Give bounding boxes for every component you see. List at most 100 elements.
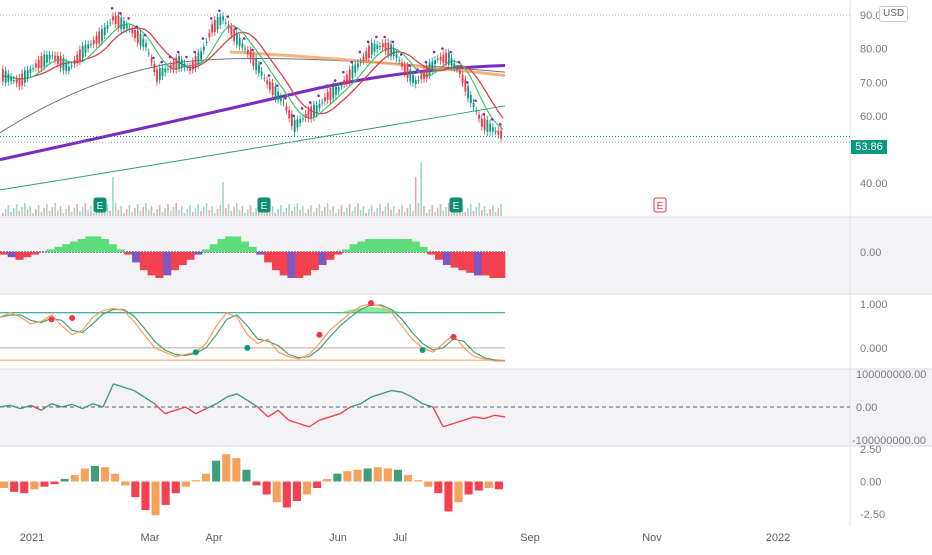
ma-long-line — [0, 105, 506, 191]
histogram-1-bar — [163, 252, 172, 276]
candle-body — [489, 123, 492, 132]
trend-dot — [441, 47, 444, 50]
trend-dot — [292, 114, 296, 118]
candle-body — [445, 52, 447, 65]
earnings-label: E — [453, 201, 460, 212]
candle-body — [335, 86, 337, 95]
candle-body — [379, 46, 381, 48]
flow-tick: -100000000.00 — [852, 435, 926, 447]
candle-body — [120, 17, 123, 30]
volume-bar — [315, 208, 318, 216]
histogram-2-bar — [272, 481, 281, 503]
volume-bar — [169, 211, 172, 216]
candle-body — [10, 76, 13, 81]
candle-body — [48, 55, 51, 60]
candle-body — [125, 24, 128, 29]
flow-line-segment — [298, 422, 310, 428]
flow-line-segment — [350, 403, 361, 408]
candle-body — [500, 130, 503, 139]
candle-body — [269, 81, 271, 90]
volume-bar — [112, 177, 114, 216]
volume-bar — [491, 205, 494, 216]
volume-bar — [106, 204, 109, 216]
trend-dot — [424, 60, 428, 64]
histogram-1-bar — [147, 252, 156, 276]
candle-body — [497, 130, 500, 135]
volume-bar — [123, 213, 125, 216]
candle-body — [472, 102, 475, 107]
histogram-2-bar — [111, 473, 120, 482]
flow-line-segment — [113, 383, 124, 388]
volume-bar — [241, 206, 244, 216]
volume-bar — [469, 204, 472, 216]
flow-line-segment — [391, 389, 403, 393]
volume-bar — [57, 210, 59, 216]
volume-bar — [219, 205, 222, 216]
earnings-marker: E — [449, 197, 463, 213]
volume-bar — [326, 203, 329, 216]
histogram-1-bar — [287, 252, 296, 278]
histogram-2-bar — [151, 481, 160, 516]
candle-body — [280, 97, 282, 102]
stoch-signal-dot — [450, 333, 457, 340]
volume-bar — [10, 212, 12, 216]
histogram-1-bar — [466, 252, 475, 273]
candle-body — [365, 51, 368, 60]
candle-body — [98, 31, 101, 44]
candle-body — [178, 56, 180, 69]
flow-line-segment — [329, 412, 341, 418]
candle-body — [131, 29, 134, 34]
candle-body — [423, 70, 425, 79]
candle-body — [368, 45, 370, 59]
candle-body — [458, 70, 461, 75]
histogram-1-bar — [318, 252, 327, 265]
volume-bar — [213, 213, 216, 216]
histogram-2-bar — [363, 468, 372, 482]
histogram-2-bar — [353, 469, 362, 482]
flow-panel — [0, 383, 850, 428]
trend-dot — [193, 50, 196, 54]
volume-bar — [136, 204, 139, 216]
volume-bar — [194, 208, 197, 216]
candle-body — [103, 26, 106, 36]
histogram-2-bar — [484, 481, 493, 488]
histogram-2-bar — [90, 465, 99, 482]
trend-dot — [259, 61, 263, 65]
volume-bar — [445, 207, 447, 216]
trend-dot — [416, 68, 419, 71]
volume-bar — [403, 212, 406, 216]
histogram-1-bar — [427, 252, 436, 255]
candle-body — [213, 19, 216, 32]
volume-bar — [351, 211, 354, 216]
candle-body — [439, 56, 442, 61]
candle-body — [384, 42, 387, 51]
volume-bar — [70, 212, 73, 216]
flow-line-segment — [51, 403, 63, 408]
candle-body — [197, 52, 200, 65]
volume-bar — [464, 212, 467, 216]
histogram-2-bar — [242, 469, 251, 482]
candle-body — [109, 22, 112, 24]
histogram-1-bar — [155, 252, 164, 278]
stoch-signal-dot — [48, 316, 55, 323]
volume-bar — [186, 209, 189, 216]
candle-body — [233, 29, 236, 42]
volume-bar — [475, 207, 478, 216]
candle-body — [304, 113, 307, 118]
volume-bar — [329, 210, 332, 216]
histogram-1-bar — [326, 252, 335, 260]
stoch-k-line — [0, 303, 505, 362]
flow-line-segment — [484, 414, 495, 420]
flow-line-segment — [143, 396, 155, 405]
stoch-signal-dot — [316, 331, 323, 338]
candle-body — [13, 80, 15, 82]
volume-bar — [65, 209, 67, 216]
flow-tick: 100000000.00 — [856, 369, 926, 381]
volume-bar — [4, 209, 7, 216]
trend-dot — [366, 40, 370, 44]
flow-line-segment — [195, 408, 207, 415]
currency-badge[interactable]: USD — [879, 6, 909, 22]
volume-bar — [13, 208, 15, 216]
histogram-1-bar — [202, 249, 211, 252]
candle-body — [395, 54, 398, 59]
